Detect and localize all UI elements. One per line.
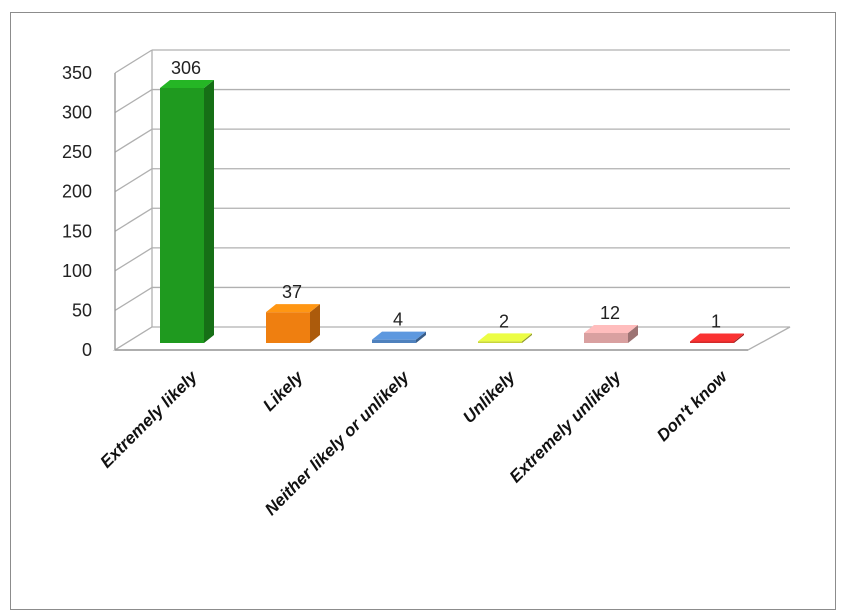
gridline-diagonal [114, 247, 153, 272]
bar-front [372, 339, 416, 343]
chart-frame [10, 12, 836, 610]
gridline-diagonal [114, 207, 153, 232]
bar [478, 333, 532, 343]
gridline-diagonal [114, 49, 153, 74]
bar-side [734, 333, 744, 343]
x-category-label: Don't know [653, 366, 732, 445]
bar-top [372, 331, 426, 340]
bars [160, 80, 744, 343]
data-label: 2 [499, 311, 509, 331]
bar-front [584, 333, 628, 343]
bar-front [266, 312, 310, 343]
bar-top [690, 333, 744, 342]
gridline-diagonal [114, 168, 153, 193]
bar-top [266, 304, 320, 313]
y-tick-label: 100 [62, 261, 92, 281]
data-labels: 306 37 4 2 12 1 [171, 58, 721, 332]
x-category-label: Extremely unlikely [506, 366, 626, 486]
gridline-diagonal [114, 128, 153, 153]
y-tick-label: 200 [62, 182, 92, 202]
x-category-label: Extremely likely [97, 366, 202, 471]
axes [112, 50, 791, 351]
gridline-diagonal [114, 286, 153, 311]
bar-side [204, 80, 214, 343]
bar-front [478, 341, 522, 343]
y-axis-ticks: 0 50 100 150 200 250 300 350 [62, 63, 92, 360]
gridline-diagonal [114, 89, 153, 114]
bar-top [160, 80, 214, 88]
bar-front [690, 341, 734, 343]
bar-top [478, 333, 532, 342]
data-label: 306 [171, 58, 201, 78]
bar [584, 325, 638, 343]
bar [160, 80, 214, 343]
bar [690, 333, 744, 343]
data-label: 4 [393, 310, 403, 330]
bar-top [584, 325, 638, 333]
floor-plane [112, 326, 791, 351]
bar-side [416, 331, 426, 343]
bar-side [522, 333, 532, 343]
bar [266, 304, 320, 343]
data-label: 37 [282, 282, 302, 302]
gridlines [114, 49, 790, 351]
y-tick-label: 350 [62, 63, 92, 83]
bar-side [628, 325, 638, 343]
bar [372, 331, 426, 343]
x-category-label: Unlikely [459, 366, 520, 427]
bar-side [310, 304, 320, 343]
y-tick-label: 0 [82, 340, 92, 360]
y-tick-label: 300 [62, 103, 92, 123]
y-tick-label: 250 [62, 142, 92, 162]
y-tick-label: 150 [62, 221, 92, 241]
data-label: 12 [600, 303, 620, 323]
y-tick-label: 50 [72, 300, 92, 320]
data-label: 1 [711, 312, 721, 332]
x-category-label: Likely [259, 366, 308, 415]
bar-front [160, 88, 204, 343]
